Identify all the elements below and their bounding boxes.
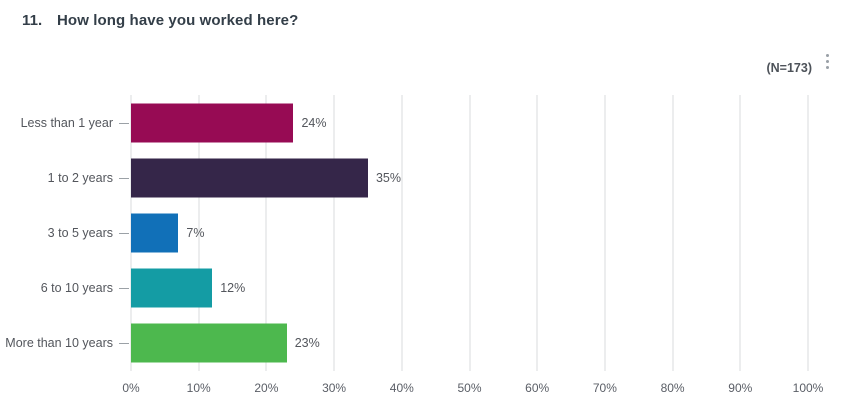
gridline bbox=[672, 95, 674, 371]
question-title: How long have you worked here? bbox=[57, 12, 299, 29]
value-label: 7% bbox=[186, 226, 205, 240]
bar bbox=[131, 103, 294, 143]
category-label: 1 to 2 years bbox=[47, 170, 113, 185]
gridline bbox=[469, 95, 470, 371]
x-axis-label: 20% bbox=[254, 381, 279, 395]
plot-area: Less than 1 year 24% 1 to 2 years 35% 3 to 5… bbox=[5, 95, 823, 395]
value-label: 35% bbox=[375, 170, 401, 185]
kebab-dot bbox=[826, 60, 829, 63]
category-tick bbox=[119, 288, 129, 290]
x-axis-label: 60% bbox=[525, 381, 550, 395]
value-label: 24% bbox=[301, 115, 327, 130]
x-axis-label: 40% bbox=[389, 381, 414, 395]
category-label: 6 to 10 years bbox=[40, 281, 113, 296]
category-tick bbox=[119, 177, 129, 179]
x-axis-label: 100% bbox=[792, 381, 824, 395]
gridline bbox=[265, 95, 267, 371]
bar bbox=[131, 158, 368, 198]
respondent-count: (N=173) bbox=[766, 61, 812, 75]
x-axis-label: 0% bbox=[122, 381, 140, 395]
bar bbox=[131, 268, 213, 308]
x-axis-label: 50% bbox=[457, 381, 482, 395]
category-tick bbox=[119, 122, 129, 124]
gridline bbox=[536, 95, 538, 371]
x-axis-label: 80% bbox=[660, 381, 685, 395]
category-label: Less than 1 year bbox=[20, 115, 113, 130]
x-axis-label: 90% bbox=[728, 381, 753, 395]
x-axis-label: 10% bbox=[186, 381, 211, 395]
category-label: 3 to 5 years bbox=[47, 226, 113, 240]
bar bbox=[131, 213, 179, 253]
category-label: More than 10 years bbox=[5, 336, 113, 351]
x-axis-label: 30% bbox=[322, 381, 347, 395]
category-tick bbox=[119, 343, 129, 345]
category-tick bbox=[119, 233, 129, 234]
kebab-dot bbox=[826, 54, 829, 57]
bar-row: Less than 1 year 24% bbox=[21, 95, 808, 150]
question-header: 11. How long have you worked here? bbox=[22, 12, 298, 29]
question-number: 11. bbox=[22, 12, 43, 29]
x-axis: 0% 10% 20% 30% 40% 50% 60% 70% 80% 90% 100% bbox=[122, 371, 823, 401]
bar-row: More than 10 years 23% bbox=[5, 316, 808, 371]
bar-row: 1 to 2 years 35% bbox=[48, 150, 808, 205]
gridline bbox=[333, 95, 335, 371]
gridline bbox=[401, 95, 403, 371]
bar-row: 6 to 10 years 12% bbox=[41, 261, 808, 316]
x-axis-label: 70% bbox=[592, 381, 617, 395]
bar-row: 3 to 5 years 7% bbox=[48, 205, 808, 260]
kebab-menu-icon[interactable] bbox=[824, 52, 831, 71]
gridline bbox=[198, 95, 200, 371]
kebab-dot bbox=[826, 66, 829, 69]
bar-rows: Less than 1 year 24% 1 to 2 years 35% 3 to 5… bbox=[5, 95, 808, 371]
gridline bbox=[807, 95, 809, 371]
gridline bbox=[739, 95, 741, 371]
bar bbox=[131, 323, 287, 363]
value-label: 12% bbox=[220, 281, 246, 296]
gridline bbox=[604, 95, 606, 371]
value-label: 23% bbox=[294, 336, 320, 351]
